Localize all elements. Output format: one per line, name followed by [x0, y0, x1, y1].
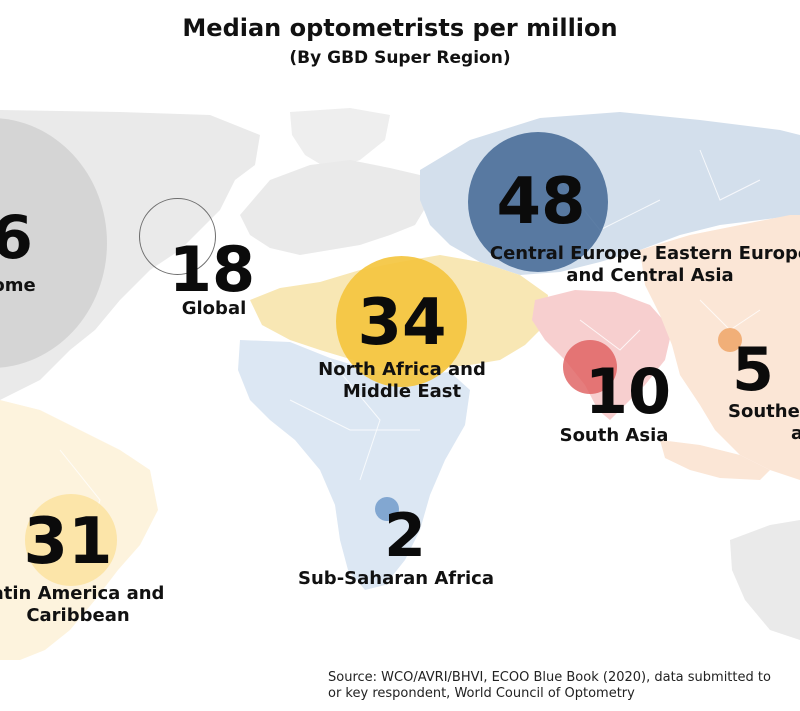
- south-asia-label-line-1: South Asia: [559, 425, 669, 446]
- central-europe-label-line-1: Central Europe, Eastern Europe: [489, 243, 800, 264]
- north-africa-bubble: [336, 256, 467, 387]
- north-africa-label-line-2: Middle East: [342, 381, 462, 402]
- central-europe-label: Central Europe, Eastern Europe and Centr…: [490, 243, 800, 287]
- high-income-value: 6: [0, 203, 33, 273]
- sub-saharan-label-line-1: Sub-Saharan Africa: [298, 568, 494, 589]
- latin-america-value: 31: [23, 505, 113, 579]
- central-europe-label-line-2: and Central Asia: [566, 265, 734, 286]
- australia-land: [730, 520, 800, 640]
- southeast-asia-label: Southe a: [728, 401, 800, 445]
- southeast-asia-bubble: [718, 328, 742, 352]
- latin-america-label-line-1: atin America and: [0, 583, 165, 604]
- southeast-asia-value: 5: [732, 335, 774, 405]
- north-africa-label: North Africa and Middle East: [318, 359, 486, 403]
- source-line-2: or key respondent, World Council of Opto…: [328, 686, 635, 701]
- page-subtitle: (By GBD Super Region): [289, 48, 511, 68]
- high-income-label-line-1: ome: [0, 275, 36, 296]
- indonesia-land: [660, 440, 770, 480]
- source-note: Source: WCO/AVRI/BHVI, ECOO Blue Book (2…: [328, 670, 771, 702]
- sub-saharan-bubble: [375, 497, 399, 521]
- southeast-asia-label-line-2: a: [791, 423, 800, 444]
- central-europe-bubble: [468, 132, 608, 272]
- sub-saharan-value: 2: [384, 501, 426, 571]
- latin-america-label-line-2: Caribbean: [26, 605, 130, 626]
- source-line-1: Source: WCO/AVRI/BHVI, ECOO Blue Book (2…: [328, 670, 771, 685]
- greenland-land: [290, 108, 390, 170]
- south-asia-value: 10: [584, 355, 672, 428]
- southeast-asia-label-line-1: Southe: [728, 401, 800, 422]
- north-africa-value: 34: [357, 286, 447, 360]
- south-asia-label: South Asia: [560, 425, 669, 447]
- global-label-line-1: Global: [181, 298, 247, 319]
- high-income-label: ome: [0, 275, 36, 297]
- global-bubble: [139, 198, 216, 275]
- global-value: 18: [168, 233, 256, 306]
- page-title: Median optometrists per million: [182, 14, 618, 42]
- latin-america-bubble: [25, 494, 117, 586]
- global-label: Global: [182, 298, 247, 320]
- western-europe-land: [240, 160, 430, 255]
- south-asia-bubble: [563, 340, 617, 394]
- latin-america-label: atin America and Caribbean: [0, 583, 164, 627]
- north-africa-label-line-1: North Africa and: [318, 359, 486, 380]
- central-europe-value: 48: [496, 165, 586, 239]
- sub-saharan-label: Sub-Saharan Africa: [298, 568, 494, 590]
